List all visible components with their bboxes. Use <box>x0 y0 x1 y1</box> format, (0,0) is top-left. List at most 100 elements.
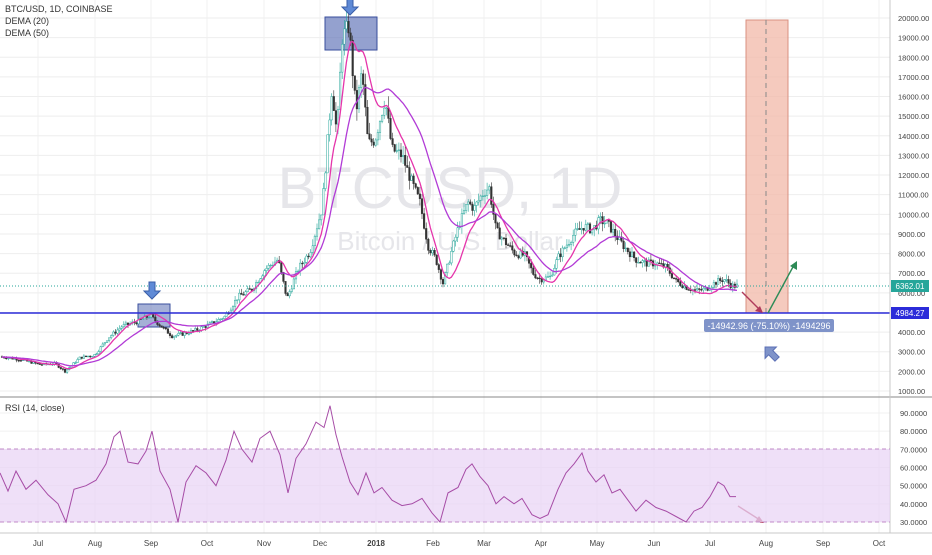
candle-body <box>580 228 583 230</box>
candle-body <box>397 149 400 151</box>
rsi-tick-label: 50.0000 <box>900 482 927 491</box>
candle-body <box>433 250 436 256</box>
candle-body <box>368 133 371 140</box>
candle-body <box>404 155 407 166</box>
candle-body <box>538 277 541 280</box>
price-tick-label: 17000.00 <box>898 73 929 82</box>
candle-body <box>645 260 648 267</box>
candle-body <box>32 361 35 364</box>
time-tick-label: Dec <box>313 539 327 548</box>
candle-body <box>599 216 602 218</box>
time-tick-label: Aug <box>759 539 773 548</box>
price-tick-label: 3000.00 <box>898 348 925 357</box>
candle-body <box>292 278 295 290</box>
candle-body <box>456 227 459 238</box>
candle-body <box>408 167 411 181</box>
rsi-pane: RSI (14, close) <box>0 403 890 524</box>
candle-body <box>723 279 726 282</box>
watermark: BTCUSD, 1D Bitcoin / U.S. Dollar <box>278 156 623 256</box>
time-tick-label: Oct <box>201 539 214 548</box>
candle-body <box>425 228 428 240</box>
candle-body <box>570 242 573 245</box>
candle-body <box>612 228 615 233</box>
candle-body <box>328 119 331 136</box>
candle-body <box>567 244 571 246</box>
indicator-dema20[interactable]: DEMA (20) <box>5 16 49 26</box>
candle-body <box>162 327 165 329</box>
candle-body <box>717 278 720 285</box>
candle-body <box>639 262 642 264</box>
candle-body <box>82 355 85 359</box>
price-tick-label: 16000.00 <box>898 93 929 102</box>
candle-body <box>339 71 342 110</box>
candle-body <box>473 205 476 211</box>
candle-body <box>500 237 503 240</box>
candle-body <box>437 264 440 270</box>
candle-body <box>696 288 699 291</box>
candle-body <box>299 262 302 272</box>
candle-body <box>353 75 356 91</box>
candle-body <box>238 292 241 301</box>
candle-body <box>660 263 663 265</box>
candle-body <box>95 353 98 355</box>
candle-body <box>240 292 243 295</box>
indicator-dema50[interactable]: DEMA (50) <box>5 28 49 38</box>
candle-body <box>486 189 489 196</box>
candle-body <box>89 355 92 358</box>
candle-body <box>122 324 125 328</box>
candle-body <box>336 109 340 125</box>
candle-body <box>219 318 222 321</box>
candle-body <box>166 328 169 334</box>
candle-body <box>374 139 377 146</box>
candle-body <box>549 275 552 278</box>
candle-body <box>320 214 323 221</box>
candle-body <box>381 115 384 122</box>
candle-body <box>630 251 634 258</box>
support-price-tag-bg <box>891 307 929 319</box>
candle-body <box>103 342 106 345</box>
candle-body <box>391 138 394 145</box>
candle-body <box>288 291 291 297</box>
candle-body <box>158 324 161 327</box>
candle-body <box>305 255 308 263</box>
candle-body <box>469 201 472 205</box>
candle-body <box>80 356 83 359</box>
candle-body <box>586 223 589 225</box>
price-tick-label: 14000.00 <box>898 132 929 141</box>
rsi-line <box>0 405 736 524</box>
candle-body <box>603 222 606 225</box>
candle-body <box>677 278 680 283</box>
candle-body <box>635 257 638 263</box>
candle-body <box>465 204 468 211</box>
candle-body <box>462 210 466 214</box>
candle-body <box>286 293 289 297</box>
candle-body <box>318 219 321 230</box>
candle-body <box>246 288 249 292</box>
price-tick-label: 12000.00 <box>898 171 929 180</box>
candle-body <box>156 320 159 325</box>
watermark-description: Bitcoin / U.S. Dollar <box>337 226 563 256</box>
candle-body <box>693 289 697 291</box>
time-tick-label: May <box>589 539 604 548</box>
candle-body <box>406 165 409 168</box>
candle-body <box>483 195 487 197</box>
dema20-line <box>1 40 738 370</box>
candle-body <box>66 369 69 373</box>
candle-body <box>204 326 207 328</box>
candle-body <box>223 316 226 319</box>
candle-body <box>351 39 354 77</box>
candle-body <box>76 359 79 363</box>
candle-body <box>147 316 151 319</box>
candle-body <box>448 262 451 265</box>
grid <box>0 0 890 533</box>
target-zone[interactable] <box>745 19 789 314</box>
candle-body <box>452 240 455 252</box>
measure-label-group[interactable]: -14942.96 (-75.10%) -1494296 <box>704 319 834 332</box>
candle-body <box>578 228 581 230</box>
candle-body <box>236 299 239 301</box>
candle-body <box>307 255 310 258</box>
candle-body <box>173 335 176 339</box>
time-tick-label: Jul <box>705 539 715 548</box>
candle-body <box>177 333 180 336</box>
price-tick-label: 20000.00 <box>898 14 929 23</box>
